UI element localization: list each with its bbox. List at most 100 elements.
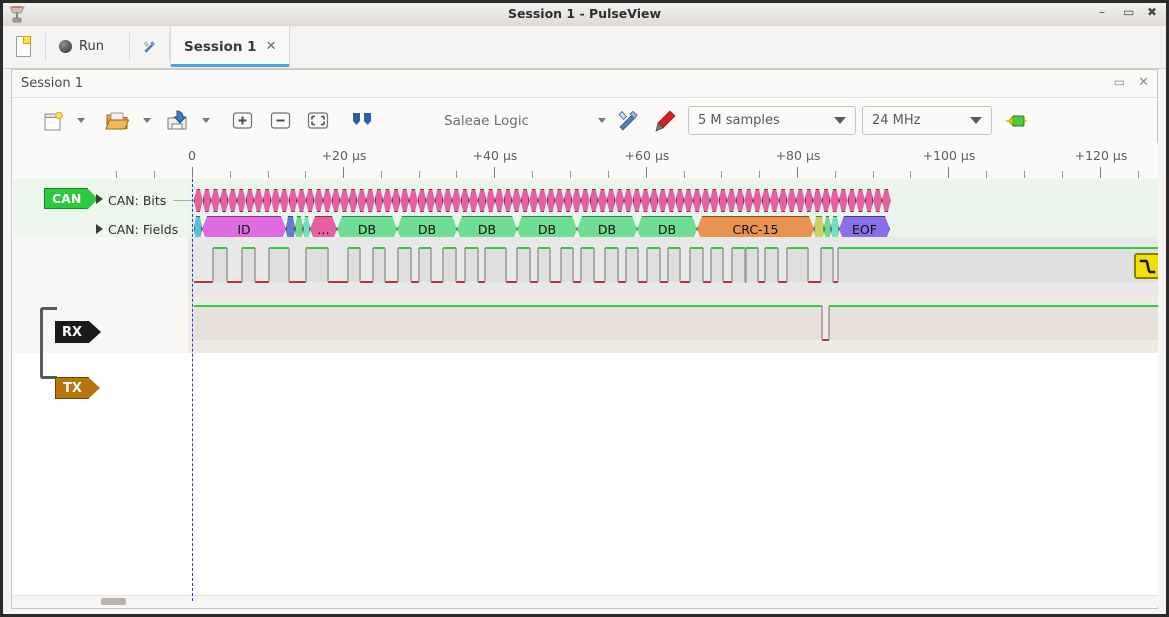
can-bit-cell[interactable]	[323, 189, 332, 212]
can-bit-cell[interactable]	[684, 189, 693, 212]
can-bit-cell[interactable]	[349, 189, 358, 212]
can-bit-cell[interactable]	[280, 189, 289, 212]
time-ruler[interactable]: 0 +20 µs +40 µs +60 µs +80 µs +100 µs +1…	[13, 143, 1158, 179]
device-config-button[interactable]	[612, 106, 644, 135]
can-bit-cell[interactable]	[555, 189, 564, 212]
can-bit-cell[interactable]	[882, 189, 891, 212]
can-bit-cell[interactable]	[297, 189, 306, 212]
can-bit-cell[interactable]	[366, 189, 375, 212]
can-bit-cell[interactable]	[624, 189, 633, 212]
can-bit-cell[interactable]	[676, 189, 685, 212]
can-bit-cell[interactable]	[469, 189, 478, 212]
settings-button[interactable]	[130, 26, 169, 67]
trigger-marker-badge[interactable]	[1134, 253, 1158, 279]
can-bit-cell[interactable]	[873, 189, 882, 212]
can-bit-cell[interactable]	[839, 189, 848, 212]
can-bit-cell[interactable]	[357, 189, 366, 212]
can-bit-cell[interactable]	[392, 189, 401, 212]
can-bit-cell[interactable]	[443, 189, 452, 212]
can-bit-cell[interactable]	[220, 189, 229, 212]
minimize-button[interactable]: –	[1099, 6, 1112, 20]
channel-lane-rx[interactable]	[13, 237, 1158, 295]
can-bit-cell[interactable]	[547, 189, 556, 212]
horizontal-scrollbar[interactable]	[13, 595, 1158, 607]
can-bit-cell[interactable]	[615, 189, 624, 212]
can-bit-cell[interactable]	[461, 189, 470, 212]
show-cursors-button[interactable]	[343, 106, 381, 135]
can-bit-cell[interactable]	[693, 189, 702, 212]
can-bit-cell[interactable]	[727, 189, 736, 212]
can-bit-cell[interactable]	[813, 189, 822, 212]
can-bit-cell[interactable]	[830, 189, 839, 212]
zoom-in-button[interactable]	[225, 106, 259, 135]
can-bit-cell[interactable]	[658, 189, 667, 212]
expand-triangle-fields[interactable]	[96, 224, 103, 234]
can-bit-cell[interactable]	[590, 189, 599, 212]
zoom-fit-button[interactable]	[301, 106, 335, 135]
can-bit-cell[interactable]	[254, 189, 263, 212]
can-bit-cell[interactable]	[701, 189, 710, 212]
close-button[interactable]: ✖	[1147, 6, 1160, 20]
channel-lane-tx[interactable]	[13, 295, 1158, 353]
can-bit-cell[interactable]	[306, 189, 315, 212]
can-bit-cell[interactable]	[418, 189, 427, 212]
can-bit-cell[interactable]	[667, 189, 676, 212]
zoom-out-button[interactable]	[263, 106, 297, 135]
device-selector[interactable]: Saleae Logic	[444, 106, 606, 135]
can-bit-cell[interactable]	[744, 189, 753, 212]
can-bit-cell[interactable]	[512, 189, 521, 212]
can-bit-cell[interactable]	[263, 189, 272, 212]
can-bit-cell[interactable]	[650, 189, 659, 212]
horizontal-scroll-thumb[interactable]	[101, 598, 126, 605]
can-bit-cell[interactable]	[719, 189, 728, 212]
decoder-badge-can[interactable]: CAN	[44, 188, 101, 210]
can-bit-cell[interactable]	[314, 189, 323, 212]
can-bit-cell[interactable]	[641, 189, 650, 212]
time-cursor-marker[interactable]	[192, 179, 193, 601]
save-button[interactable]	[160, 106, 194, 135]
can-bit-cell[interactable]	[521, 189, 530, 212]
can-bit-cell[interactable]	[796, 189, 805, 212]
trace-view[interactable]: 0 +20 µs +40 µs +60 µs +80 µs +100 µs +1…	[13, 143, 1158, 601]
can-bit-cell[interactable]	[848, 189, 857, 212]
can-bit-cell[interactable]	[710, 189, 719, 212]
can-bit-cell[interactable]	[607, 189, 616, 212]
can-bit-cell[interactable]	[383, 189, 392, 212]
can-bit-cell[interactable]	[194, 189, 203, 212]
can-bit-cell[interactable]	[237, 189, 246, 212]
new-view-dropdown[interactable]	[72, 106, 90, 135]
can-bit-cell[interactable]	[805, 189, 814, 212]
can-bit-cell[interactable]	[504, 189, 513, 212]
can-bit-cell[interactable]	[478, 189, 487, 212]
sample-rate-selector[interactable]: 24 MHz	[862, 106, 992, 135]
can-bit-cell[interactable]	[779, 189, 788, 212]
can-bit-cell[interactable]	[246, 189, 255, 212]
decoder-lane[interactable]: CAN CAN: Bits CAN: Fields ID… DB DB DB DB DB D…	[13, 179, 1158, 237]
can-bit-cell[interactable]	[495, 189, 504, 212]
can-bit-cell[interactable]	[770, 189, 779, 212]
can-bit-cell[interactable]	[753, 189, 762, 212]
tab-session-1[interactable]: Session 1 ✕	[170, 26, 291, 67]
can-bit-cell[interactable]	[564, 189, 573, 212]
can-bit-cell[interactable]	[289, 189, 298, 212]
can-bit-cell[interactable]	[435, 189, 444, 212]
can-bit-cell[interactable]	[538, 189, 547, 212]
can-bit-cell[interactable]	[856, 189, 865, 212]
vertical-scrollbar[interactable]	[1146, 170, 1156, 420]
run-button[interactable]: Run	[46, 26, 117, 67]
can-bit-cell[interactable]	[633, 189, 642, 212]
channel-badge-rx[interactable]: RX	[55, 321, 101, 343]
tab-close-icon[interactable]: ✕	[265, 39, 277, 54]
can-bit-cell[interactable]	[822, 189, 831, 212]
can-bit-cell[interactable]	[762, 189, 771, 212]
can-bit-cell[interactable]	[787, 189, 796, 212]
can-bit-cell[interactable]	[271, 189, 280, 212]
can-bit-cell[interactable]	[865, 189, 874, 212]
can-bit-cell[interactable]	[572, 189, 581, 212]
can-bit-cell[interactable]	[375, 189, 384, 212]
probe-button[interactable]	[650, 106, 680, 135]
can-bit-cell[interactable]	[529, 189, 538, 212]
save-dropdown[interactable]	[197, 106, 215, 135]
sample-count-selector[interactable]: 5 M samples	[688, 106, 856, 135]
can-bit-cell[interactable]	[581, 189, 590, 212]
